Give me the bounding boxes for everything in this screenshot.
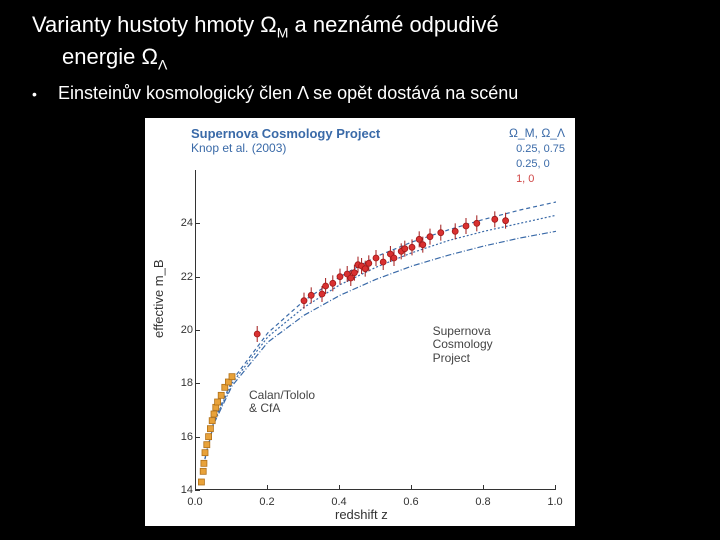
x-tick-label: 1.0 <box>547 496 562 508</box>
title-sub-l: Λ <box>158 57 167 73</box>
y-tick-label: 20 <box>177 324 193 336</box>
plot-area <box>195 170 555 490</box>
omega-header: Ω_M, Ω_Λ <box>509 126 565 140</box>
x-axis-label: redshift z <box>335 507 388 522</box>
chart-annotation: Calan/Tololo& CfA <box>249 389 315 417</box>
bullet-text: Einsteinův kosmologický člen Λ se opět d… <box>58 83 518 104</box>
title-part1b: a neznámé odpudivé <box>288 12 498 37</box>
chart-annotation: SupernovaCosmologyProject <box>433 325 493 366</box>
y-tick-label: 22 <box>177 271 193 283</box>
chart-header-ref: Knop et al. (2003) <box>191 141 563 155</box>
y-tick-label: 16 <box>177 431 193 443</box>
x-tick-label: 0.2 <box>259 496 274 508</box>
x-tick-label: 0.0 <box>187 496 202 508</box>
chart-svg <box>196 170 556 490</box>
bullet-1: • Einsteinův kosmologický člen Λ se opět… <box>0 75 720 110</box>
title-part1: Varianty hustoty hmoty Ω <box>32 12 277 37</box>
x-tick-label: 0.4 <box>331 496 346 508</box>
x-tick-label: 0.6 <box>403 496 418 508</box>
bullet-dot: • <box>32 86 58 102</box>
y-tick-label: 14 <box>177 484 193 496</box>
x-tick-label: 0.8 <box>475 496 490 508</box>
y-tick-label: 24 <box>177 217 193 229</box>
hubble-chart: Supernova Cosmology Project Knop et al. … <box>145 118 575 526</box>
y-tick-label: 18 <box>177 377 193 389</box>
y-axis-label: effective m_B <box>151 259 166 338</box>
title-sub-m: M <box>277 24 289 40</box>
title-part2: energie Ω <box>62 44 158 69</box>
chart-header-project: Supernova Cosmology Project <box>191 126 563 141</box>
slide-title: Varianty hustoty hmoty ΩM a neznámé odpu… <box>0 0 720 75</box>
